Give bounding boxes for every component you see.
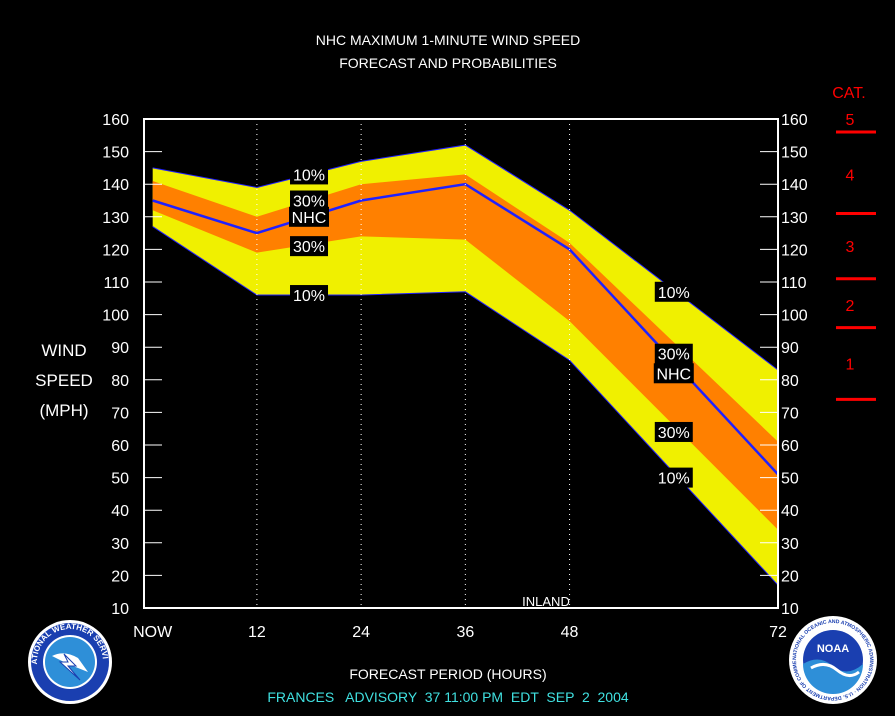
band-label-box — [654, 421, 693, 442]
band-label-box — [654, 467, 693, 488]
y-tick-label-right: 80 — [781, 373, 799, 390]
x-tick-label: 48 — [561, 624, 579, 641]
y-tick-label: 120 — [102, 242, 129, 259]
band-30-percent — [152, 174, 778, 530]
y-label-line1: WIND — [41, 341, 86, 360]
chart-title-line2: FORECAST AND PROBABILITIES — [339, 55, 557, 71]
band-label-box — [290, 285, 329, 306]
y-tick-label-right: 40 — [781, 503, 799, 520]
series-10-lower-edge — [152, 226, 779, 586]
inland-annotation: INLAND — [522, 594, 570, 609]
x-tick-label: NOW — [133, 624, 173, 641]
category-label-5: 5 — [846, 112, 855, 129]
y-tick-label-right: 100 — [781, 308, 808, 325]
y-tick-label-right: 30 — [781, 536, 799, 553]
y-tick-label: 30 — [111, 536, 129, 553]
y-tick-label: 50 — [111, 471, 129, 488]
y-tick-label: 20 — [111, 568, 129, 585]
x-axis: NOW 12 24 36 48 72 — [133, 624, 787, 641]
band-label-box — [290, 164, 329, 185]
chart-title-line1: NHC MAXIMUM 1-MINUTE WIND SPEED — [316, 32, 580, 48]
y-tick-label: 150 — [102, 145, 129, 162]
y-tick-label: 130 — [102, 210, 129, 227]
band-label: 10% — [658, 285, 690, 302]
y-tick-label: 10 — [111, 601, 129, 618]
band-label: 10% — [293, 167, 325, 184]
y-tick-label: 70 — [111, 405, 129, 422]
band-label: 10% — [658, 471, 690, 488]
plot-border — [143, 118, 779, 609]
y-tick-label-right: 90 — [781, 340, 799, 357]
y-axis-right: 10 20 30 40 50 60 70 80 90 100 110 120 130 140 150 160 — [760, 112, 808, 618]
category-label-4: 4 — [846, 167, 855, 184]
series-nhc-forecast-line — [152, 182, 779, 476]
band-label-box — [654, 281, 693, 302]
saffir-simpson-scale: 5 4 3 2 1 — [836, 112, 876, 401]
category-label-3: 3 — [846, 239, 855, 256]
category-label-1: 1 — [846, 357, 855, 374]
y-tick-label-right: 150 — [781, 145, 808, 162]
band-label: NHC — [656, 366, 691, 383]
series-10-upper-edge — [152, 144, 779, 371]
category-label-2: 2 — [846, 298, 855, 315]
y-tick-label-right: 60 — [781, 438, 799, 455]
band-label: 30% — [658, 347, 690, 364]
y-tick-label-right: 160 — [781, 112, 808, 129]
nws-logo: NATIONAL WEATHER SERVICE — [28, 620, 112, 704]
y-tick-label: 140 — [102, 177, 129, 194]
band-label: 10% — [293, 288, 325, 305]
category-header: CAT. — [832, 85, 865, 102]
band-label-box — [654, 343, 693, 364]
y-tick-label-right: 140 — [781, 177, 808, 194]
band-label: 30% — [293, 194, 325, 211]
band-label-box — [653, 363, 694, 384]
y-tick-label: 80 — [111, 373, 129, 390]
advisory-line: FRANCES ADVISORY 37 11:00 PM EDT SEP 2 2… — [267, 689, 629, 705]
y-axis-left: 10 20 30 40 50 60 70 80 90 100 110 120 130 140 150 160 — [102, 112, 162, 618]
y-tick-label: 100 — [102, 308, 129, 325]
y-tick-label-right: 10 — [781, 601, 799, 618]
x-tick-label: 12 — [248, 624, 266, 641]
y-tick-label-right: 120 — [781, 242, 808, 259]
y-tick-label: 160 — [102, 112, 129, 129]
plot-frame — [143, 118, 779, 609]
x-tick-label: 36 — [456, 624, 474, 641]
y-tick-label: 90 — [111, 340, 129, 357]
band-label-box — [290, 236, 329, 257]
y-tick-label: 40 — [111, 503, 129, 520]
y-label-line2: SPEED — [35, 371, 93, 390]
y-tick-label: 110 — [103, 275, 129, 292]
x-tick-label: 24 — [352, 624, 370, 641]
y-tick-label-right: 20 — [781, 568, 799, 585]
x-axis-title: FORECAST PERIOD (HOURS) — [349, 666, 546, 682]
band-label: NHC — [292, 210, 327, 227]
noaa-logo: NOAA NATIONAL OCEANIC AND ATMOSPHERIC AD… — [789, 616, 877, 704]
x-tick-label: 72 — [769, 624, 787, 641]
band-label-box — [289, 206, 330, 227]
y-tick-label-right: 50 — [781, 471, 799, 488]
band-label: 30% — [658, 425, 690, 442]
y-tick-label-right: 130 — [781, 210, 808, 227]
y-tick-label: 60 — [111, 438, 129, 455]
y-tick-label-right: 110 — [781, 275, 807, 292]
y-tick-label-right: 70 — [781, 405, 799, 422]
band-label-box — [290, 190, 329, 211]
band-label: 30% — [293, 239, 325, 256]
y-label-line3: (MPH) — [39, 401, 88, 420]
noaa-logo-text: NOAA — [817, 643, 849, 655]
